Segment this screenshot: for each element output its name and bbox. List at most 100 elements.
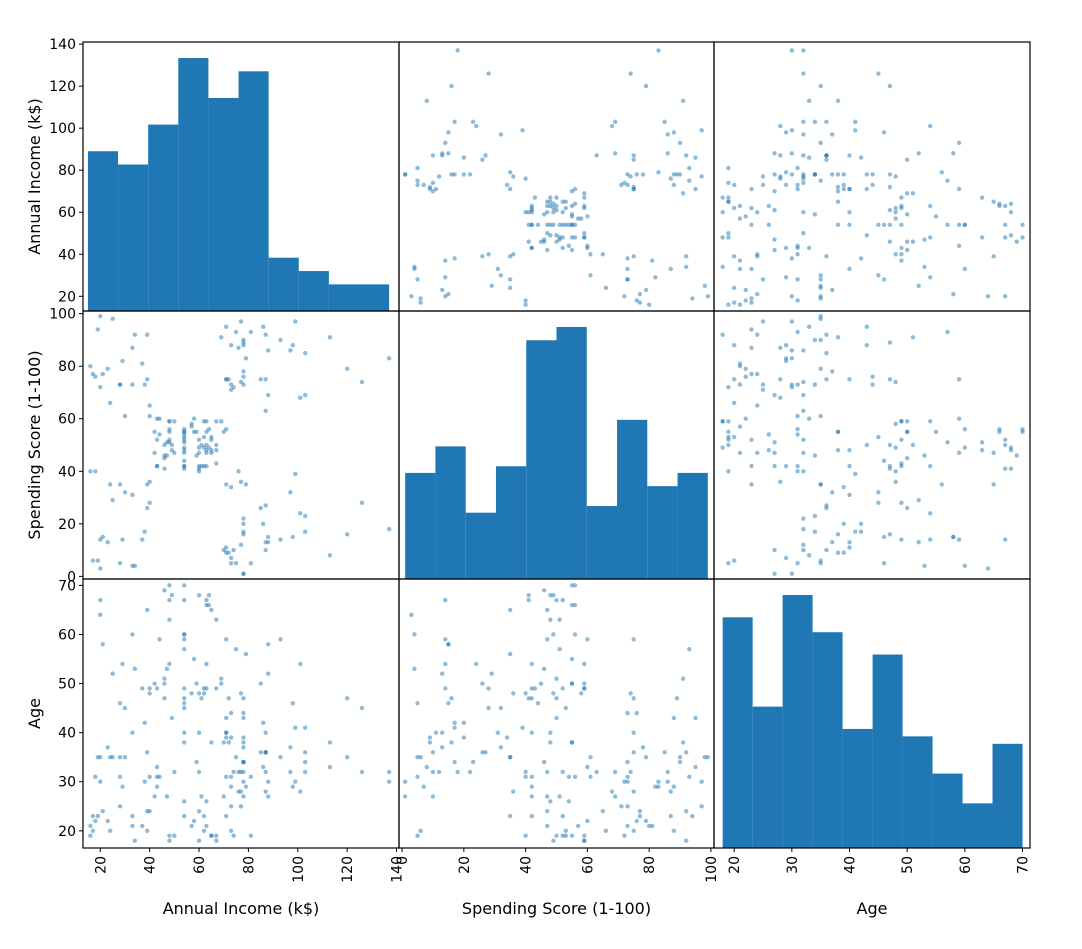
- histogram-bar-spending-score-1-100: [647, 486, 678, 579]
- scatter-point-annual-income-k-vs-age: [812, 172, 818, 177]
- scatter-point-spending-score-1-100-vs-annual-income-k: [105, 366, 110, 371]
- scatter-point-age-vs-spending-score-1-100: [563, 833, 568, 838]
- scatter-point-annual-income-k-vs-spending-score-1-100: [656, 170, 661, 175]
- scatter-point-spending-score-1-100-vs-age: [778, 345, 783, 350]
- scatter-point-annual-income-k-vs-spending-score-1-100: [677, 172, 683, 177]
- scatter-point-age-vs-spending-score-1-100: [585, 637, 590, 642]
- scatter-point-age-vs-annual-income-k: [182, 647, 187, 652]
- scatter-point-age-vs-annual-income-k: [228, 784, 234, 789]
- scatter-point-age-vs-spending-score-1-100: [541, 588, 547, 593]
- scatter-point-annual-income-k-vs-age: [881, 130, 887, 135]
- y-tick-label: 70: [58, 578, 76, 594]
- scatter-point-spending-score-1-100-vs-age: [778, 479, 783, 484]
- scatter-point-annual-income-k-vs-spending-score-1-100: [545, 203, 550, 209]
- scatter-point-annual-income-k-vs-age: [956, 243, 962, 249]
- scatter-point-age-vs-spending-score-1-100: [449, 696, 454, 701]
- scatter-point-annual-income-k-vs-spending-score-1-100: [449, 172, 454, 177]
- scatter-point-spending-score-1-100-vs-age: [801, 516, 806, 521]
- scatter-point-age-vs-annual-income-k: [196, 808, 202, 814]
- scatter-point-age-vs-spending-score-1-100: [674, 696, 680, 701]
- scatter-point-annual-income-k-vs-spending-score-1-100: [557, 222, 562, 228]
- scatter-point-spending-score-1-100-vs-annual-income-k: [93, 374, 98, 379]
- scatter-point-age-vs-annual-income-k: [110, 754, 115, 760]
- scatter-point-age-vs-annual-income-k: [152, 794, 157, 799]
- scatter-point-spending-score-1-100-vs-annual-income-k: [147, 479, 152, 484]
- scatter-point-spending-score-1-100-vs-age: [801, 542, 806, 548]
- scatter-point-age-vs-annual-income-k: [204, 686, 209, 691]
- scatter-point-spending-score-1-100-vs-annual-income-k: [298, 395, 303, 400]
- scatter-point-annual-income-k-vs-spending-score-1-100: [498, 132, 504, 137]
- scatter-point-age-vs-spending-score-1-100: [446, 642, 451, 647]
- scatter-point-spending-score-1-100-vs-annual-income-k: [344, 532, 350, 537]
- scatter-point-age-vs-spending-score-1-100: [569, 833, 575, 838]
- scatter-point-age-vs-spending-score-1-100: [523, 774, 528, 780]
- scatter-point-annual-income-k-vs-age: [778, 153, 783, 158]
- scatter-point-annual-income-k-vs-spending-score-1-100: [551, 222, 556, 228]
- scatter-point-age-vs-spending-score-1-100: [588, 754, 593, 760]
- scatter-point-spending-score-1-100-vs-annual-income-k: [147, 413, 152, 419]
- scatter-point-age-vs-spending-score-1-100: [569, 602, 575, 608]
- scatter-point-annual-income-k-vs-spending-score-1-100: [579, 216, 584, 221]
- scatter-point-age-vs-spending-score-1-100: [668, 789, 673, 794]
- scatter-point-annual-income-k-vs-spending-score-1-100: [418, 300, 423, 305]
- scatter-point-annual-income-k-vs-age: [945, 178, 950, 183]
- scatter-point-annual-income-k-vs-age: [818, 277, 823, 282]
- scatter-point-annual-income-k-vs-spending-score-1-100: [507, 285, 513, 291]
- scatter-point-age-vs-annual-income-k: [122, 754, 128, 760]
- scatter-point-spending-score-1-100-vs-annual-income-k: [110, 316, 115, 322]
- panel-frame: [398, 41, 715, 312]
- scatter-point-age-vs-annual-income-k: [191, 656, 197, 662]
- scatter-point-spending-score-1-100-vs-annual-income-k: [182, 429, 187, 435]
- scatter-point-spending-score-1-100-vs-age: [864, 442, 870, 448]
- scatter-point-age-vs-spending-score-1-100: [588, 774, 593, 780]
- scatter-point-spending-score-1-100-vs-age: [904, 429, 910, 435]
- scatter-point-annual-income-k-vs-age: [899, 252, 904, 257]
- scatter-point-annual-income-k-vs-spending-score-1-100: [702, 283, 707, 288]
- scatter-point-age-vs-spending-score-1-100: [548, 593, 553, 598]
- scatter-point-annual-income-k-vs-age: [731, 285, 737, 291]
- x-tick-label: 60: [580, 856, 596, 874]
- scatter-point-annual-income-k-vs-age: [812, 212, 818, 217]
- scatter-point-age-vs-annual-income-k: [386, 779, 392, 784]
- scatter-point-spending-score-1-100-vs-annual-income-k: [204, 463, 209, 469]
- scatter-point-annual-income-k-vs-age: [1014, 239, 1019, 244]
- scatter-point-age-vs-spending-score-1-100: [560, 813, 565, 819]
- scatter-point-annual-income-k-vs-age: [899, 203, 904, 209]
- scatter-point-spending-score-1-100-vs-annual-income-k: [154, 437, 160, 442]
- histogram-bar-age: [872, 654, 903, 848]
- scatter-point-age-vs-spending-score-1-100: [523, 691, 528, 696]
- scatter-point-annual-income-k-vs-spending-score-1-100: [418, 296, 423, 301]
- scatter-point-annual-income-k-vs-spending-score-1-100: [424, 98, 429, 104]
- scatter-point-age-vs-annual-income-k: [261, 764, 266, 770]
- scatter-point-age-vs-spending-score-1-100: [504, 735, 510, 740]
- scatter-point-spending-score-1-100-vs-annual-income-k: [219, 335, 224, 340]
- scatter-point-age-vs-spending-score-1-100: [440, 730, 445, 735]
- scatter-point-spending-score-1-100-vs-annual-income-k: [142, 529, 147, 534]
- scatter-point-annual-income-k-vs-age: [858, 155, 864, 160]
- scatter-point-annual-income-k-vs-spending-score-1-100: [634, 172, 639, 177]
- scatter-point-spending-score-1-100-vs-age: [985, 566, 991, 571]
- scatter-point-age-vs-spending-score-1-100: [443, 686, 448, 691]
- scatter-point-annual-income-k-vs-spending-score-1-100: [646, 302, 652, 307]
- scatter-point-spending-score-1-100-vs-annual-income-k: [122, 490, 128, 495]
- scatter-point-spending-score-1-100-vs-annual-income-k: [182, 466, 187, 471]
- scatter-point-annual-income-k-vs-spending-score-1-100: [545, 210, 550, 215]
- scatter-point-spending-score-1-100-vs-age: [720, 445, 725, 450]
- scatter-point-age-vs-spending-score-1-100: [594, 769, 599, 775]
- scatter-point-spending-score-1-100-vs-age: [749, 437, 754, 442]
- histogram-bar-annual-income-k: [87, 151, 119, 311]
- scatter-point-spending-score-1-100-vs-age: [835, 532, 841, 537]
- scatter-point-age-vs-annual-income-k: [344, 754, 350, 760]
- scatter-point-annual-income-k-vs-spending-score-1-100: [507, 186, 513, 192]
- scatter-point-annual-income-k-vs-age: [755, 210, 760, 215]
- scatter-point-spending-score-1-100-vs-age: [928, 511, 933, 516]
- scatter-point-spending-score-1-100-vs-age: [824, 350, 829, 356]
- scatter-point-spending-score-1-100-vs-age: [801, 450, 806, 456]
- scatter-point-annual-income-k-vs-spending-score-1-100: [545, 222, 550, 228]
- scatter-point-annual-income-k-vs-spending-score-1-100: [600, 252, 606, 257]
- scatter-point-annual-income-k-vs-age: [858, 256, 864, 261]
- scatter-point-annual-income-k-vs-spending-score-1-100: [622, 294, 627, 299]
- scatter-point-age-vs-spending-score-1-100: [554, 696, 559, 701]
- scatter-point-annual-income-k-vs-age: [726, 180, 731, 185]
- scatter-point-annual-income-k-vs-age: [806, 98, 812, 104]
